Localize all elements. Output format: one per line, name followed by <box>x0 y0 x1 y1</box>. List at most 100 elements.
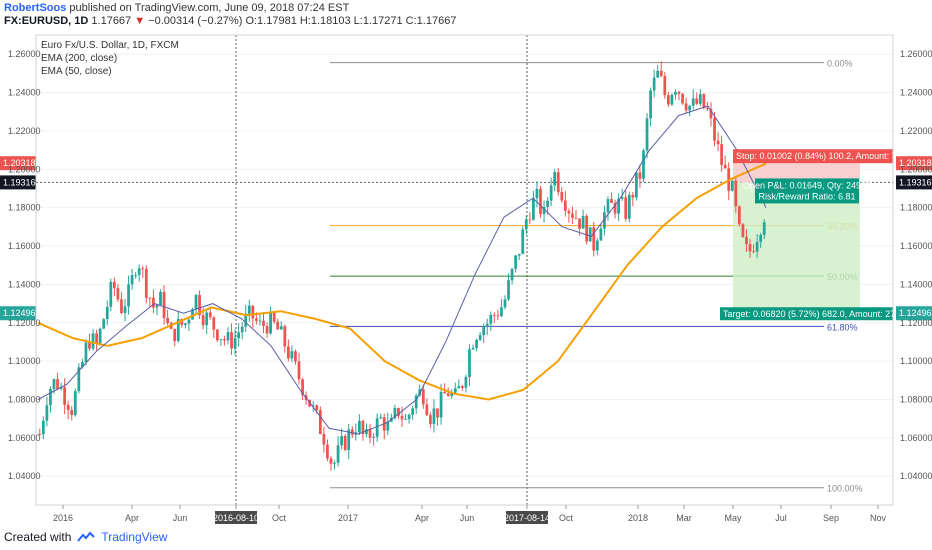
chart-header: RobertSoos published on TradingView.com,… <box>4 2 456 28</box>
candle-body <box>695 98 699 104</box>
candle-body <box>603 212 606 229</box>
candle-body <box>450 392 454 396</box>
candle-body <box>230 332 233 349</box>
candle-body <box>730 180 734 191</box>
y-tick-label-left: 1.06000 <box>8 433 41 443</box>
candle-body <box>166 318 169 324</box>
candle-body <box>333 462 336 464</box>
candle-body <box>379 417 383 419</box>
candle-body <box>684 103 688 111</box>
candle-body <box>81 361 84 368</box>
candle-body <box>762 222 766 235</box>
candle-body <box>500 307 503 317</box>
candle-body <box>443 391 446 394</box>
x-tick-label: Jul <box>775 513 787 523</box>
y-tick-label-right: 1.04000 <box>900 471 932 481</box>
stop-box <box>733 149 893 164</box>
target-box <box>720 307 893 321</box>
last-price: 1.17667 <box>91 15 132 27</box>
candle-body <box>563 200 567 211</box>
candle-body <box>460 386 464 388</box>
candle-body <box>329 458 333 464</box>
y-tick-label-left: 1.26000 <box>8 49 41 59</box>
candle-body <box>666 95 670 105</box>
price-change: −0.00314 (−0.27%) <box>148 15 243 27</box>
candle-body <box>649 90 652 119</box>
y-tick-label-right: 1.12000 <box>900 318 932 328</box>
candle-body <box>237 332 241 339</box>
candle-body <box>404 419 407 420</box>
candle-body <box>624 197 628 219</box>
x-tick-label: Apr <box>415 513 429 523</box>
candle-body <box>478 335 482 340</box>
rr-text: Risk/Reward Ratio: 6.81 <box>758 191 855 201</box>
candle-body <box>553 172 557 186</box>
candle-body <box>407 414 411 420</box>
x-tick-label: Jun <box>460 513 475 523</box>
candle-body <box>294 351 297 362</box>
footer: Created with TradingView <box>4 530 167 544</box>
candle-body <box>595 240 599 251</box>
candle-body <box>503 299 507 308</box>
candle-body <box>620 197 624 199</box>
candle-body <box>173 328 177 342</box>
author-name[interactable]: RobertSoos <box>4 2 67 14</box>
candle-body <box>546 200 549 207</box>
candle-body <box>702 94 706 109</box>
candle-body <box>212 317 216 330</box>
tradingview-brand[interactable]: TradingView <box>101 530 168 544</box>
candle-body <box>283 326 287 347</box>
candle-body <box>400 415 404 420</box>
candle-body <box>88 342 91 349</box>
candle-body <box>429 415 432 425</box>
candle-body <box>574 217 578 219</box>
candle-body <box>610 199 613 203</box>
candle-body <box>265 326 269 334</box>
candle-body <box>581 215 585 229</box>
candle-body <box>464 376 468 388</box>
candle-body <box>535 188 539 199</box>
candle-body <box>642 150 645 179</box>
stop-zone <box>733 163 860 183</box>
tradingview-logo-icon <box>77 531 96 542</box>
candle-body <box>748 244 752 252</box>
candle-body <box>627 194 631 219</box>
candle-body <box>184 323 187 325</box>
candle-body <box>247 305 251 314</box>
x-tick-label: Nov <box>870 513 887 523</box>
candle-body <box>290 351 294 359</box>
candle-body <box>567 210 571 214</box>
candle-body <box>436 408 439 418</box>
candle-body <box>691 98 695 106</box>
candle-body <box>468 349 471 377</box>
fib-label: 61.80% <box>827 322 858 332</box>
candle-body <box>130 275 134 285</box>
candle-body <box>578 218 581 229</box>
candle-body <box>201 315 205 326</box>
candle-body <box>709 109 713 119</box>
candle-body <box>613 202 617 214</box>
candle-body <box>301 379 304 396</box>
price-tag-left <box>0 306 36 321</box>
candle-body <box>336 445 340 463</box>
candle-body <box>52 379 56 389</box>
price-tag-left-label: 1.12496 <box>3 308 36 318</box>
y-tick-label-left: 1.22000 <box>8 126 41 136</box>
candle-body <box>45 405 49 421</box>
candle-body <box>368 429 372 438</box>
plot-frame <box>35 34 894 506</box>
x-tick-label: Oct <box>272 513 287 523</box>
candle-body <box>492 314 496 316</box>
candle-body <box>681 93 684 104</box>
candle-body <box>741 224 745 237</box>
candle-body <box>528 219 532 221</box>
candle-body <box>347 429 351 450</box>
legend-ema50: EMA (50, close) <box>41 66 112 77</box>
candle-body <box>457 386 461 389</box>
candle-body <box>432 408 436 425</box>
candle-body <box>244 313 248 327</box>
price-tag-left <box>0 175 36 190</box>
candle-body <box>656 70 660 78</box>
candle-body <box>446 393 450 396</box>
